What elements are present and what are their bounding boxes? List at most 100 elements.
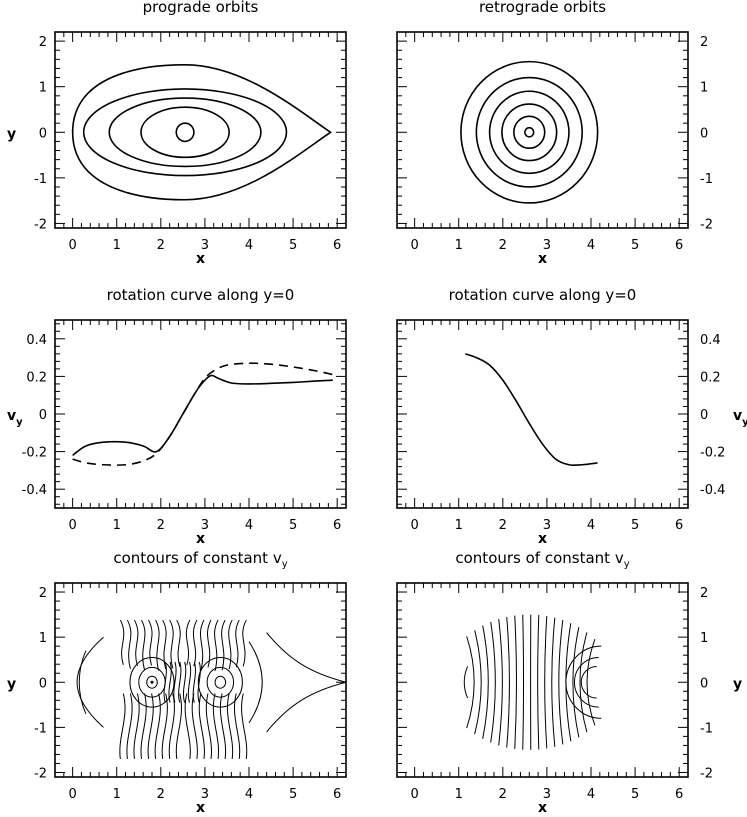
contour-line xyxy=(523,615,524,750)
contour-line xyxy=(192,620,197,759)
y-tick-label: -0.2 xyxy=(22,446,47,461)
plot-frame xyxy=(397,583,688,777)
x-tick-label: 1 xyxy=(113,787,121,802)
panel-1: prograde orbits0 1 2 3 4 5 6-2-1012xy xyxy=(7,0,346,267)
x-tick-label: 2 xyxy=(157,787,165,802)
contour-loop xyxy=(215,676,226,688)
panel-title: retrograde orbits xyxy=(479,0,606,16)
y-tick-label: -2 xyxy=(34,217,47,232)
contour-line xyxy=(464,666,467,698)
contour-line xyxy=(566,623,571,741)
y-tick-label: 1 xyxy=(39,631,47,646)
y-tick-label: 0 xyxy=(39,408,47,423)
x-tick-label: 0 xyxy=(68,787,76,802)
contour-line xyxy=(199,620,204,759)
orbit xyxy=(84,89,287,176)
x-tick-label: 4 xyxy=(245,787,253,802)
contour-loop xyxy=(198,657,242,707)
y-axis-label: y xyxy=(7,126,16,142)
contour-line xyxy=(538,615,539,750)
panel-title: rotation curve along y=0 xyxy=(107,286,295,304)
y-tick-label: 0.2 xyxy=(700,370,721,385)
x-tick-label: 4 xyxy=(587,518,595,533)
x-tick-label: 5 xyxy=(289,238,297,253)
x-tick-label: 2 xyxy=(499,518,507,533)
y-tick-label: -2 xyxy=(700,217,713,232)
x-axis-label: x xyxy=(538,251,547,267)
x-tick-label: 0 xyxy=(68,518,76,533)
contour-line xyxy=(213,620,218,759)
y-tick-label: 0.2 xyxy=(26,370,47,385)
y-tick-label: 2 xyxy=(39,35,47,50)
x-tick-label: 5 xyxy=(289,787,297,802)
y-tick-label: -2 xyxy=(700,766,713,781)
contour-arc xyxy=(581,666,596,698)
y-tick-label: 2 xyxy=(700,35,708,50)
y-tick-label: -0.2 xyxy=(700,446,725,461)
y-tick-label: 0 xyxy=(700,676,708,691)
contour-line xyxy=(467,636,475,728)
x-tick-label: 2 xyxy=(499,238,507,253)
contour-line xyxy=(559,620,563,744)
contour-line xyxy=(79,651,86,714)
contour-line xyxy=(188,662,190,703)
contour-line xyxy=(573,627,579,737)
contour-line xyxy=(552,618,555,747)
x-tick-label: 1 xyxy=(455,518,463,533)
y-tick-label: -1 xyxy=(700,172,713,187)
contour-center-dot xyxy=(151,681,154,684)
y-tick-label: -1 xyxy=(34,721,47,736)
panel-4: rotation curve along y=0 0 1 2 3 4 5 6 -0.4 -0.2 0… xyxy=(397,286,747,547)
contour-line xyxy=(141,620,146,759)
y-tick-label: -0.4 xyxy=(22,483,47,498)
x-tick-label: 5 xyxy=(631,518,639,533)
panel-title: contours of constant vy xyxy=(455,549,629,570)
orbit xyxy=(476,78,582,187)
y-axis-label: y xyxy=(733,676,742,692)
contour-line xyxy=(475,630,482,734)
y-tick-label: 1 xyxy=(39,81,47,96)
rotation-curve-solid xyxy=(465,354,597,465)
x-axis-label: x xyxy=(196,800,205,816)
x-tick-label: 5 xyxy=(631,238,639,253)
panel-title: contours of constant vy xyxy=(113,549,287,570)
orbit-separatrix xyxy=(73,65,331,200)
x-axis-label: x xyxy=(196,531,205,547)
y-tick-label: 0 xyxy=(700,408,708,423)
orbit xyxy=(514,116,545,148)
y-axis-label: y xyxy=(7,676,16,692)
contour-line xyxy=(499,619,503,745)
plot-frame xyxy=(397,32,688,228)
panel-title: prograde orbits xyxy=(143,0,259,16)
contour-loop xyxy=(207,667,233,697)
rotation-curve-dashed xyxy=(73,363,333,465)
x-tick-label: 1 xyxy=(113,518,121,533)
x-tick-label: 2 xyxy=(157,518,165,533)
x-tick-label: 1 xyxy=(455,787,463,802)
y-tick-label: 0.4 xyxy=(700,333,721,348)
orbit xyxy=(525,128,534,137)
contour-line xyxy=(155,620,160,759)
x-tick-label: 6 xyxy=(675,787,683,802)
contour-line xyxy=(491,622,496,743)
x-tick-label: 6 xyxy=(675,518,683,533)
orbit xyxy=(176,123,194,141)
contour-line xyxy=(134,620,139,759)
panel-3: rotation curve along y=0 0 1 2 3 4 5 6 -0.4 -0.2 0… xyxy=(7,286,346,547)
contour-line xyxy=(242,620,247,759)
contour-line xyxy=(193,662,195,703)
x-tick-label: 4 xyxy=(245,238,253,253)
x-tick-label: 1 xyxy=(113,238,121,253)
x-tick-label: 6 xyxy=(675,238,683,253)
contour-line xyxy=(77,637,103,727)
y-tick-label: 0 xyxy=(700,126,708,141)
x-tick-label: 5 xyxy=(289,518,297,533)
x-tick-label: 0 xyxy=(410,238,418,253)
contour-line xyxy=(587,639,595,725)
x-tick-label: 2 xyxy=(157,238,165,253)
x-tick-label: 4 xyxy=(587,787,595,802)
panel-6: contours of constant vy0 1 2 3 4 5 6-2-1012xy xyxy=(397,549,742,816)
orbit xyxy=(141,107,229,157)
x-tick-label: 0 xyxy=(68,238,76,253)
